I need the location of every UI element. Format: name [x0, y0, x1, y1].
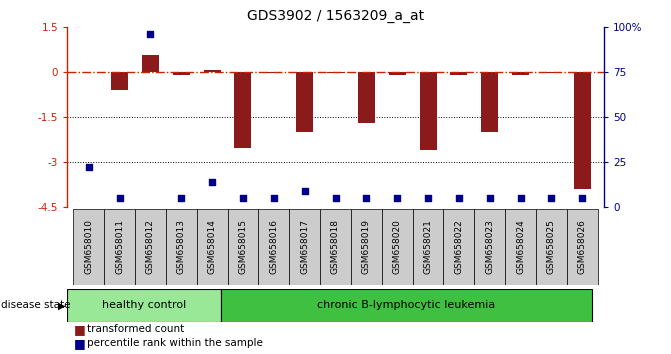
Point	[299, 188, 310, 194]
Point	[361, 195, 372, 201]
Bar	[320, 209, 351, 285]
Bar	[389, 72, 406, 75]
Bar	[512, 72, 529, 75]
Point	[330, 195, 341, 201]
Text: GSM658018: GSM658018	[331, 219, 340, 274]
Bar	[574, 72, 590, 189]
Text: ■: ■	[74, 323, 86, 336]
Point	[207, 179, 217, 185]
Bar	[197, 209, 227, 285]
Bar	[474, 209, 505, 285]
Bar	[419, 72, 437, 150]
Text: GSM658020: GSM658020	[393, 219, 402, 274]
Text: GSM658019: GSM658019	[362, 219, 371, 274]
Text: GSM658022: GSM658022	[454, 219, 464, 274]
Text: GDS3902 / 1563209_a_at: GDS3902 / 1563209_a_at	[247, 9, 424, 23]
Text: GSM658013: GSM658013	[176, 219, 186, 274]
Bar	[73, 209, 104, 285]
Bar	[296, 72, 313, 132]
Text: GSM658023: GSM658023	[485, 219, 495, 274]
Point	[423, 195, 433, 201]
Bar	[543, 72, 560, 73]
Bar	[567, 209, 598, 285]
Bar	[382, 209, 413, 285]
Point	[83, 165, 94, 170]
Bar	[67, 289, 221, 322]
Point	[238, 195, 248, 201]
Point	[114, 195, 125, 201]
Bar	[104, 209, 135, 285]
Point	[484, 195, 495, 201]
Bar	[444, 209, 474, 285]
Bar	[450, 72, 468, 75]
Point	[392, 195, 403, 201]
Bar	[358, 72, 375, 123]
Text: GSM658026: GSM658026	[578, 219, 587, 274]
Text: GSM658011: GSM658011	[115, 219, 124, 274]
Bar	[172, 72, 190, 75]
Bar	[227, 209, 258, 285]
Bar	[142, 55, 159, 72]
Bar	[221, 289, 592, 322]
Bar	[327, 72, 344, 73]
Point	[145, 31, 156, 36]
Bar	[536, 209, 567, 285]
Bar	[135, 209, 166, 285]
Point	[268, 195, 279, 201]
Text: GSM658012: GSM658012	[146, 219, 155, 274]
Text: transformed count: transformed count	[87, 324, 185, 334]
Bar	[258, 209, 289, 285]
Point	[176, 195, 187, 201]
Text: disease state: disease state	[1, 300, 70, 310]
Point	[515, 195, 526, 201]
Bar	[289, 209, 320, 285]
Bar	[481, 72, 499, 132]
Text: GSM658017: GSM658017	[300, 219, 309, 274]
Bar	[234, 72, 252, 148]
Text: GSM658024: GSM658024	[516, 219, 525, 274]
Point	[577, 195, 588, 201]
Text: GSM658025: GSM658025	[547, 219, 556, 274]
Text: GSM658021: GSM658021	[423, 219, 433, 274]
Text: GSM658015: GSM658015	[238, 219, 248, 274]
Text: ▶: ▶	[58, 300, 66, 310]
Bar	[203, 70, 221, 72]
Text: GSM658010: GSM658010	[84, 219, 93, 274]
Bar	[166, 209, 197, 285]
Bar	[413, 209, 444, 285]
Text: ■: ■	[74, 337, 86, 350]
Text: chronic B-lymphocytic leukemia: chronic B-lymphocytic leukemia	[317, 300, 496, 310]
Bar	[505, 209, 536, 285]
Bar	[351, 209, 382, 285]
Bar	[111, 72, 128, 90]
Point	[454, 195, 464, 201]
Text: percentile rank within the sample: percentile rank within the sample	[87, 338, 263, 348]
Text: healthy control: healthy control	[102, 300, 187, 310]
Text: GSM658016: GSM658016	[269, 219, 278, 274]
Bar	[265, 72, 282, 73]
Text: GSM658014: GSM658014	[207, 219, 217, 274]
Point	[546, 195, 557, 201]
